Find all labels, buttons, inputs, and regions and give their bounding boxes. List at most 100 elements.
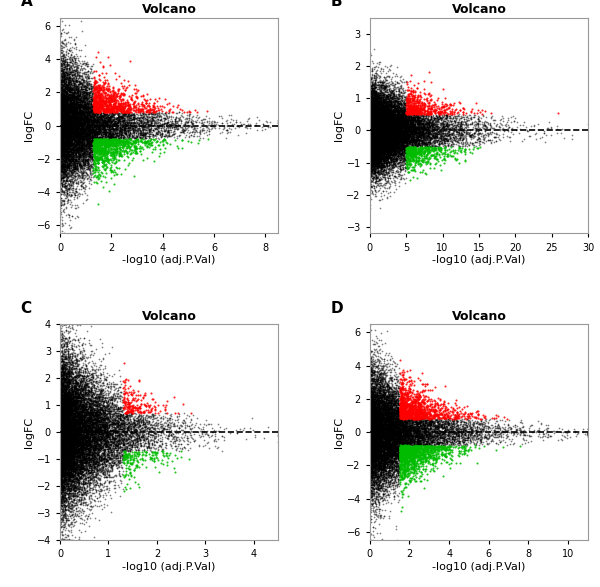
- Point: [71, 356, 80, 365]
- Point: [381, 130, 391, 140]
- Point: [170, 122, 179, 131]
- Point: [59, 464, 68, 473]
- Point: [427, 431, 437, 441]
- Point: [385, 434, 394, 444]
- Point: [381, 424, 391, 434]
- Point: [424, 128, 434, 137]
- Point: [373, 471, 382, 481]
- Point: [86, 110, 95, 119]
- Point: [389, 130, 398, 139]
- Point: [430, 417, 440, 426]
- Point: [71, 427, 80, 437]
- Point: [383, 102, 393, 111]
- Point: [64, 424, 73, 433]
- Point: [387, 381, 397, 390]
- Point: [81, 399, 91, 408]
- Point: [403, 92, 412, 101]
- Point: [67, 453, 76, 463]
- Point: [208, 427, 218, 437]
- Point: [389, 162, 399, 171]
- Point: [104, 403, 114, 413]
- Point: [68, 417, 77, 426]
- Point: [439, 431, 449, 440]
- Point: [369, 410, 379, 419]
- Point: [370, 357, 380, 366]
- Point: [371, 444, 381, 453]
- Point: [389, 107, 399, 117]
- Point: [82, 387, 92, 397]
- Point: [112, 90, 122, 99]
- Point: [64, 402, 74, 411]
- Point: [83, 459, 92, 468]
- Point: [138, 417, 148, 426]
- Point: [211, 434, 220, 443]
- Point: [374, 392, 383, 402]
- Point: [368, 109, 378, 118]
- Point: [476, 419, 485, 428]
- Point: [79, 136, 89, 145]
- Point: [445, 440, 454, 450]
- Point: [90, 409, 100, 418]
- Point: [406, 436, 416, 446]
- Point: [91, 411, 101, 420]
- Point: [113, 99, 123, 109]
- Point: [372, 448, 382, 458]
- Point: [379, 443, 389, 452]
- Point: [68, 394, 78, 403]
- Point: [437, 120, 447, 129]
- Point: [403, 125, 412, 134]
- Point: [104, 117, 113, 127]
- Point: [374, 479, 383, 488]
- Point: [382, 427, 392, 436]
- Point: [122, 115, 132, 124]
- Point: [416, 105, 426, 114]
- Point: [71, 383, 80, 392]
- Point: [367, 473, 377, 482]
- Point: [371, 141, 380, 150]
- Point: [394, 423, 404, 433]
- Point: [67, 119, 76, 129]
- Point: [371, 413, 381, 422]
- Point: [370, 423, 379, 433]
- Point: [89, 370, 98, 379]
- Point: [370, 111, 380, 120]
- Point: [97, 113, 106, 123]
- Point: [60, 447, 70, 457]
- Point: [380, 432, 390, 441]
- Point: [370, 100, 379, 110]
- Point: [458, 134, 468, 144]
- Point: [85, 140, 95, 150]
- Point: [386, 129, 396, 138]
- Point: [59, 104, 69, 113]
- Point: [374, 180, 383, 190]
- Point: [80, 495, 90, 504]
- Point: [68, 409, 77, 418]
- Point: [133, 125, 142, 134]
- Point: [57, 458, 67, 467]
- Point: [61, 442, 71, 451]
- Point: [373, 411, 382, 421]
- Point: [368, 122, 378, 131]
- Point: [367, 402, 377, 411]
- Point: [71, 447, 80, 457]
- Point: [382, 441, 392, 451]
- Point: [61, 141, 71, 150]
- Point: [373, 91, 383, 100]
- Point: [128, 400, 138, 410]
- Point: [100, 433, 109, 443]
- Point: [399, 137, 409, 146]
- Point: [71, 119, 80, 128]
- Point: [383, 446, 393, 455]
- Point: [367, 409, 377, 418]
- Point: [57, 416, 67, 426]
- Point: [95, 413, 104, 423]
- Point: [85, 439, 95, 448]
- Point: [73, 90, 83, 100]
- Point: [380, 131, 390, 140]
- Point: [410, 147, 420, 156]
- Point: [65, 430, 74, 439]
- Point: [71, 137, 81, 147]
- Point: [106, 429, 116, 438]
- Point: [84, 454, 94, 464]
- Point: [410, 456, 420, 465]
